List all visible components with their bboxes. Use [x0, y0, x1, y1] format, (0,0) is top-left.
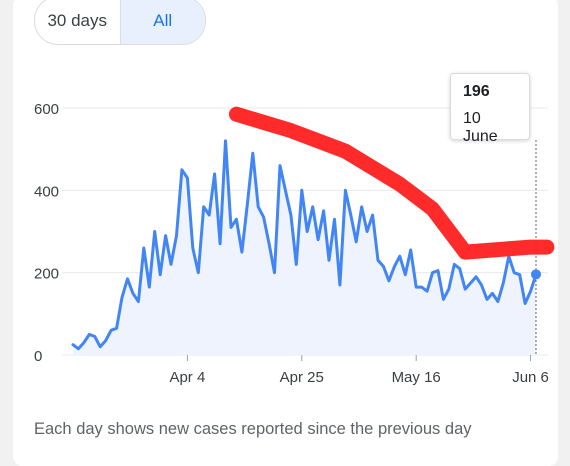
cases-line-chart: 0 200 400 600 Apr 4 Apr 25 May 16 Jun 6: [34, 101, 555, 386]
y-tick-label: 200: [34, 266, 59, 283]
y-tick-label: 400: [34, 183, 59, 200]
chart-footnote: Each day shows new cases reported since …: [34, 420, 472, 438]
x-tick-label: Jun 6: [512, 369, 549, 386]
y-tick-label: 600: [34, 101, 59, 118]
x-tick-label: Apr 4: [169, 369, 205, 386]
tooltip-date: 10 June: [463, 110, 498, 145]
tooltip-value: 196: [463, 83, 490, 100]
range-option-all[interactable]: All: [119, 0, 205, 44]
x-tick-label: Apr 25: [280, 369, 324, 386]
trend-annotation-stroke: [228, 106, 555, 260]
last-point-marker: [531, 269, 541, 280]
chart-tooltip: 196 10 June: [450, 73, 530, 145]
series-line: [71, 139, 538, 351]
series-area: [73, 140, 536, 355]
range-option-30-days[interactable]: 30 days: [47, 10, 108, 30]
x-tick-label: May 16: [392, 369, 441, 386]
range-selector: 30 days All: [34, 0, 206, 45]
y-tick-label: 0: [34, 348, 42, 365]
